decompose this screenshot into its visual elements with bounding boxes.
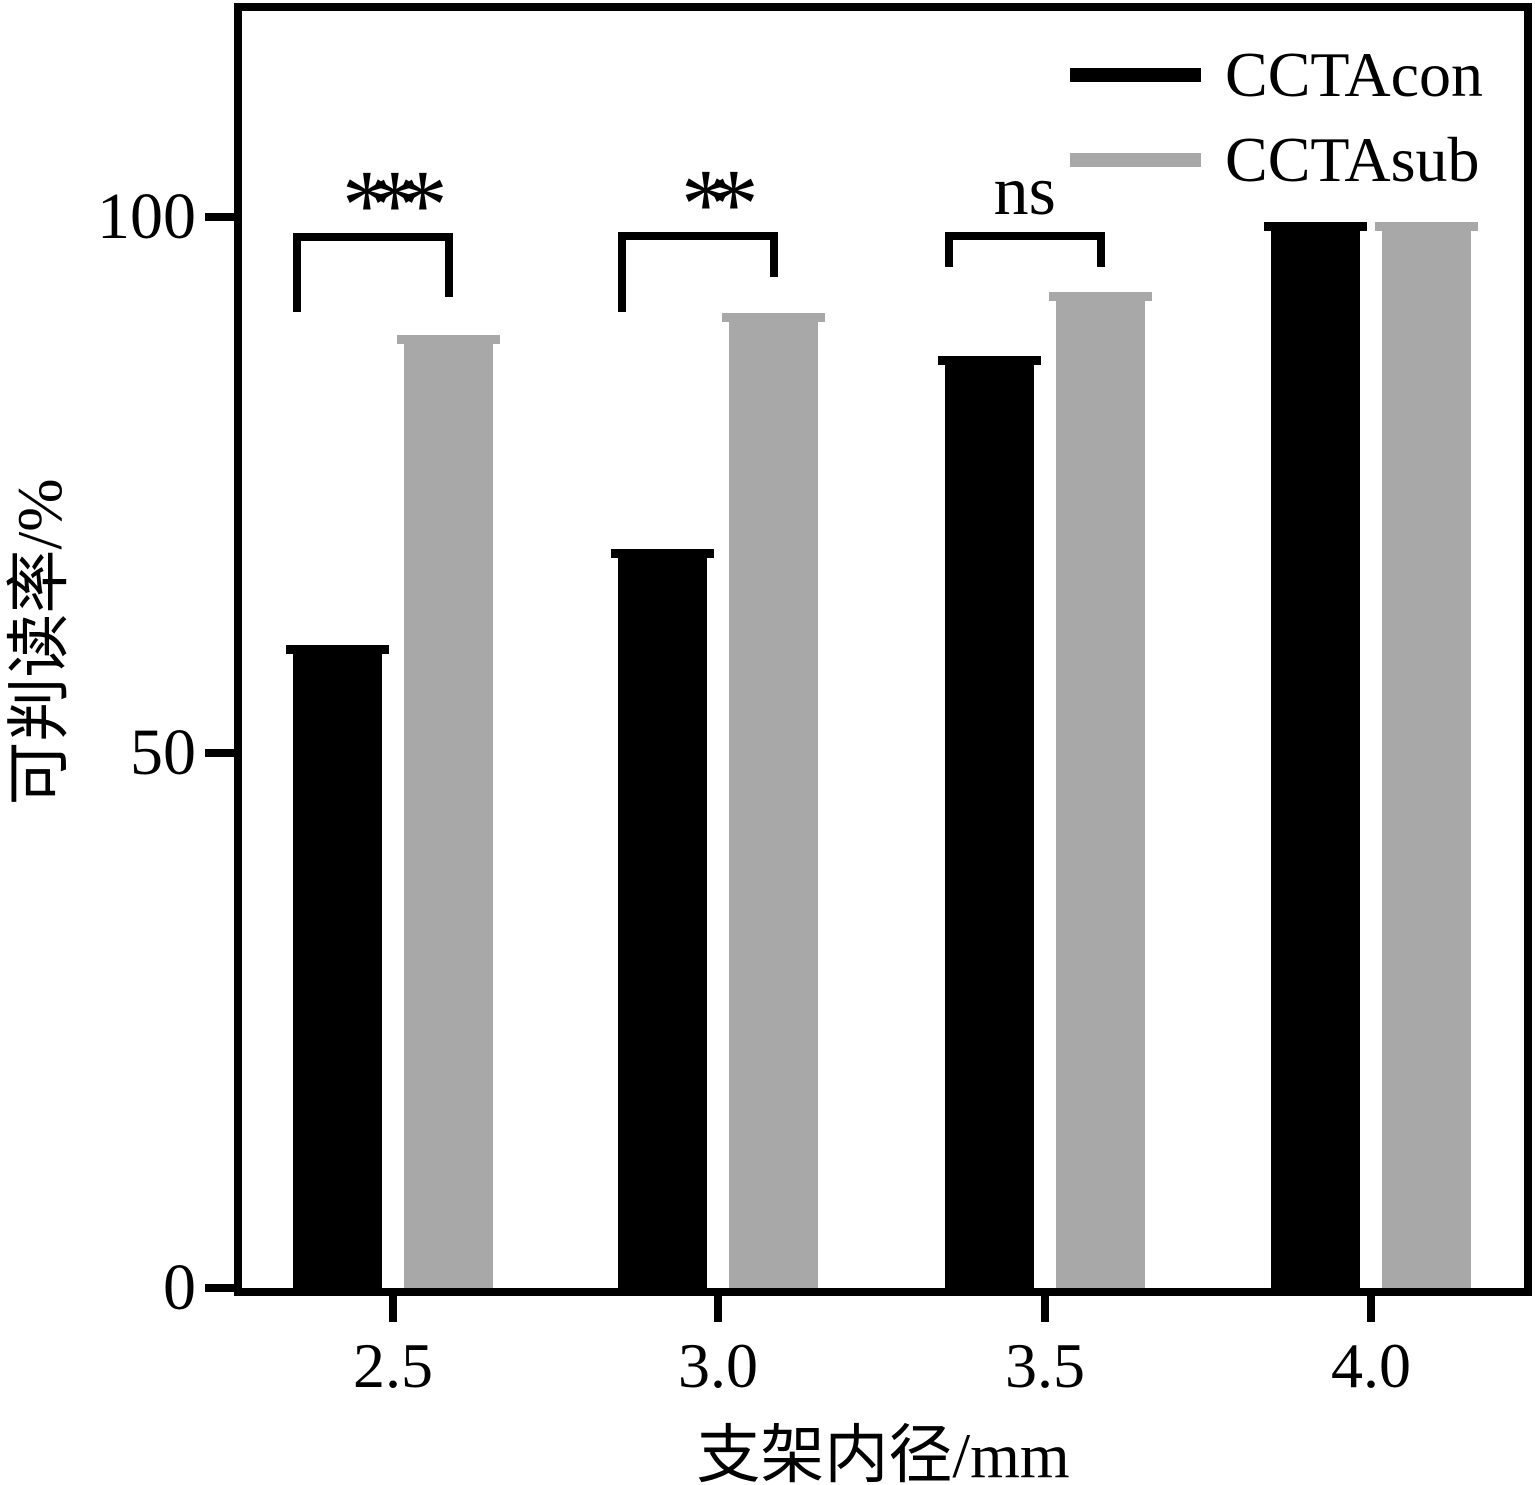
y-tick-label-50: 50 <box>130 715 196 789</box>
x-tick-2.5 <box>389 1296 397 1322</box>
legend-label-cctasub: CCTAsub <box>1225 124 1480 195</box>
x-tick-label-4.0: 4.0 <box>1331 1330 1411 1401</box>
x-tick-label-3.0: 3.0 <box>678 1330 758 1401</box>
y-tick-0 <box>205 1284 234 1292</box>
bar-CCTAsub-3.0 <box>729 313 818 1288</box>
bar-CCTAsub-2.5 <box>404 334 493 1288</box>
error-cap-CCTAsub-3.5 <box>1049 291 1152 301</box>
legend-swatch-black <box>1070 68 1201 82</box>
x-tick-3.5 <box>1041 1296 1049 1322</box>
sig-label-2.5: *** <box>341 149 448 260</box>
error-cap-CCTAsub-2.5 <box>397 334 500 344</box>
sig-bracket-left-leg-3.5 <box>945 232 953 267</box>
sig-bracket-left-leg-3.0 <box>618 232 626 312</box>
sig-bracket-top-3.5 <box>945 232 1105 240</box>
x-axis-title: 支架内径/mm <box>696 1420 1070 1485</box>
sig-bracket-top-3.0 <box>618 232 778 240</box>
bar-CCTAsub-3.5 <box>1056 291 1145 1288</box>
bar-CCTAcon-3.5 <box>945 356 1034 1288</box>
error-cap-CCTAcon-3.5 <box>938 356 1041 366</box>
bar-CCTAsub-4.0 <box>1382 222 1471 1288</box>
error-cap-CCTAsub-3.0 <box>722 313 825 323</box>
sig-label-3.5: ns <box>993 153 1056 230</box>
legend-swatch-gray <box>1070 153 1201 167</box>
sig-bracket-right-leg-2.5 <box>444 233 453 297</box>
sig-bracket-top-2.5 <box>293 233 453 241</box>
bar-CCTAcon-2.5 <box>293 645 382 1288</box>
error-cap-CCTAsub-4.0 <box>1375 222 1478 232</box>
y-tick-label-100: 100 <box>97 180 196 253</box>
x-tick-3.0 <box>714 1296 722 1322</box>
y-tick-50 <box>205 748 234 757</box>
sig-bracket-left-leg-2.5 <box>293 233 301 312</box>
y-tick-label-0: 0 <box>163 1251 196 1324</box>
sig-bracket-right-leg-3.5 <box>1096 232 1105 267</box>
y-tick-100 <box>205 213 234 221</box>
error-cap-CCTAcon-2.5 <box>286 645 389 655</box>
sig-bracket-right-leg-3.0 <box>769 232 778 277</box>
bar-CCTAcon-4.0 <box>1271 222 1360 1288</box>
x-tick-4.0 <box>1367 1296 1375 1322</box>
legend-item-cctacon: CCTAcon <box>1070 35 1483 115</box>
error-cap-CCTAcon-3.0 <box>611 549 714 558</box>
error-cap-CCTAcon-4.0 <box>1264 222 1367 232</box>
legend-label-cctacon: CCTAcon <box>1225 39 1483 110</box>
x-tick-label-3.5: 3.5 <box>1005 1330 1085 1401</box>
bar-CCTAcon-3.0 <box>618 549 707 1288</box>
x-tick-label-2.5: 2.5 <box>353 1330 433 1401</box>
plot-frame <box>234 3 1532 1296</box>
legend-item-cctasub: CCTAsub <box>1070 120 1479 200</box>
sig-label-3.0: ** <box>680 148 759 259</box>
